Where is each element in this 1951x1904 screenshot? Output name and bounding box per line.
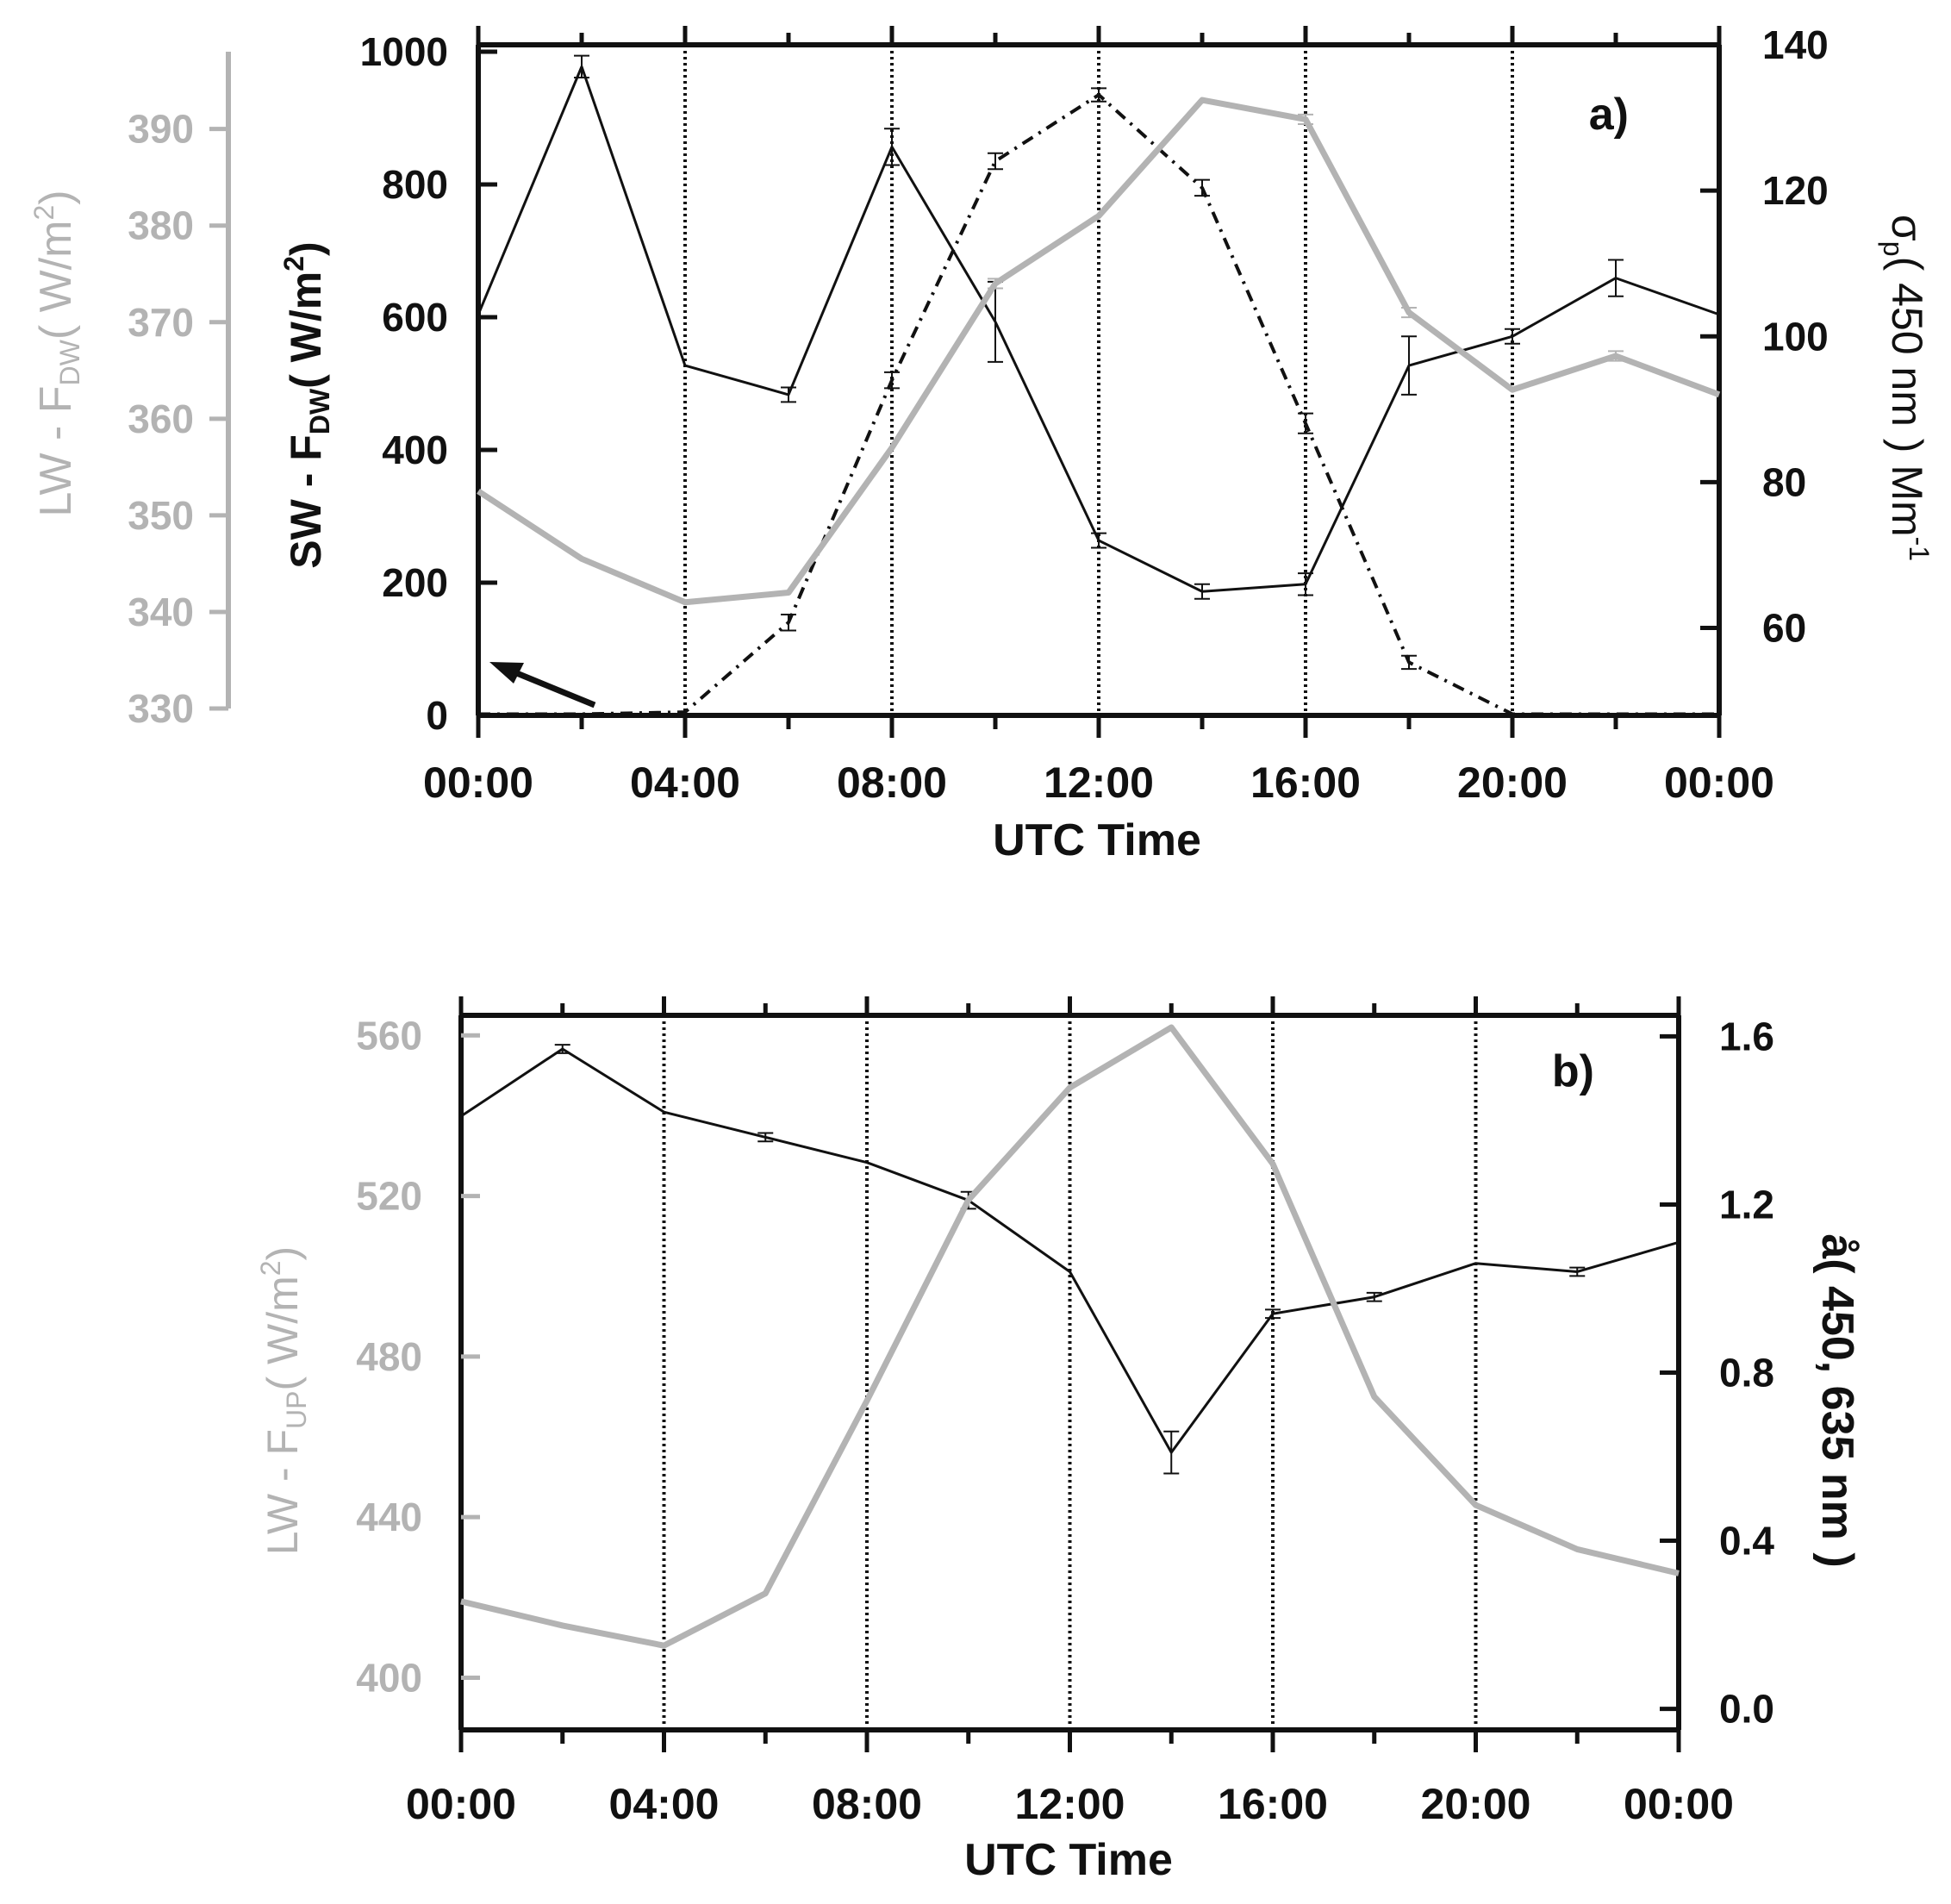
panel-a-lw-label-end: ) — [31, 190, 81, 204]
panel-a-lw-tick-label: 330 — [128, 686, 194, 731]
panel-b-series-angstrom-line — [460, 1047, 1680, 1454]
panel-a-lw-label-unit: ( W/m — [31, 221, 81, 340]
panel-b-x-tick-label: 04:00 — [609, 1780, 720, 1828]
panel-b-angstrom-axis-label: å( 450, 635 nm ) — [1812, 1233, 1862, 1567]
panel-b-lw-tick-label: 400 — [356, 1655, 422, 1700]
panel-a-sw-tick-label: 600 — [382, 295, 448, 340]
panel-a-sigma-label-main: σ — [1883, 215, 1931, 241]
panel-a-arrow-annotation — [489, 662, 596, 709]
panel-a-sigma-label-sup: -1 — [1904, 537, 1935, 561]
panel-a-x-tick-label: 16:00 — [1250, 758, 1361, 807]
panel-a-sigma-tick-label: 80 — [1762, 459, 1806, 504]
panel-a-sw-tick-label: 1000 — [360, 29, 448, 74]
panel-a-x-tick-label: 12:00 — [1044, 758, 1154, 807]
panel-b-lw-tick-label: 440 — [356, 1495, 422, 1539]
panel-a-plot: 00:00 04:00 08:00 12:00 16:00 20:00 00:00 0 200 4… — [128, 22, 1829, 807]
panel-a-x-tick-label: 08:00 — [837, 758, 947, 807]
panel-a-sigma-axis-label: σp( 450 nm ) Mm-1 — [1878, 215, 1935, 561]
panel-a-lw-axis-label: LW - FDW( W/m2) — [28, 190, 85, 516]
panel-a-x-tick-label: 04:00 — [630, 758, 740, 807]
panel-a-sigma-tick-label: 140 — [1762, 22, 1829, 67]
panel-a-series-sw-line — [478, 93, 1719, 716]
panel-a-lw-label-sub: DW — [54, 339, 85, 385]
panel-a-sw-label-unit: ( W/m — [282, 272, 330, 389]
panel-b-angstrom-tick-label: 0.4 — [1719, 1519, 1774, 1564]
panel-b-series-lw-line — [460, 1024, 1680, 1649]
panel-a-sw-tick-label: 400 — [382, 428, 448, 472]
panel-a-lw-tick-label: 390 — [128, 107, 194, 152]
panel-a-sigma-label-unit: ( 450 nm ) Mm — [1883, 257, 1931, 537]
panel-a-x-tick-label: 00:00 — [1664, 758, 1774, 807]
panel-a-sw-label-sub: DW — [304, 388, 335, 434]
panel-b-x-tick-label: 00:00 — [1624, 1780, 1734, 1828]
panel-b-lw-label-sub: UP — [281, 1391, 312, 1429]
chart-marks: 00:00 04:00 08:00 12:00 16:00 20:00 00:00 0 200 4… — [128, 22, 1829, 1828]
panel-a-lw-tick-label: 380 — [128, 203, 194, 248]
panel-a-sw-label-main: SW - F — [282, 434, 330, 569]
panel-b-x-tick-label: 16:00 — [1218, 1780, 1328, 1828]
panel-b: b) UTC Time LW - FUP( W/m2) å( 450, 635 … — [255, 1046, 1862, 1885]
panel-a-sw-tick-label: 0 — [426, 693, 448, 738]
panel-a-sigma-label-sub: p — [1878, 241, 1909, 257]
panel-a-label: a) — [1589, 90, 1629, 140]
panel-a-sw-tick-label: 200 — [382, 560, 448, 605]
panel-a-sw-axis-label: SW - FDW( W/m2) — [278, 241, 335, 568]
panel-b-xlabel: UTC Time — [964, 1835, 1173, 1885]
panel-b-lw-tick-label: 520 — [356, 1174, 422, 1219]
panel-a: a) UTC Time SW - FDW( W/m2) LW - FDW( W/… — [28, 90, 1935, 865]
panel-a-sw-label-end: ) — [282, 241, 330, 256]
panel-b-angstrom-tick-label: 1.6 — [1719, 1014, 1774, 1058]
panel-b-lw-label-end: ) — [259, 1246, 307, 1261]
panel-b-lw-label-sup: 2 — [255, 1260, 286, 1276]
panel-b-lw-label-main: LW - F — [259, 1429, 307, 1555]
panel-b-label: b) — [1552, 1046, 1594, 1096]
panel-b-x-tick-label: 00:00 — [406, 1780, 516, 1828]
panel-b-lw-axis-label: LW - FUP( W/m2) — [255, 1246, 312, 1555]
panel-b-x-tick-label: 12:00 — [1015, 1780, 1125, 1828]
panel-a-lw-label-main: LW - F — [31, 385, 81, 516]
panel-a-lw-tick-label: 340 — [128, 590, 194, 634]
panel-a-x-tick-label: 20:00 — [1457, 758, 1568, 807]
panel-b-angstrom-tick-label: 1.2 — [1719, 1182, 1774, 1227]
panel-a-lw-label-sup: 2 — [28, 205, 59, 221]
panel-b-lw-tick-label: 560 — [356, 1013, 422, 1058]
panel-a-sw-tick-label: 800 — [382, 162, 448, 207]
panel-b-plot: 00:00 04:00 08:00 12:00 16:00 20:00 00:00 400 44… — [356, 996, 1774, 1828]
panel-a-lw-tick-label: 360 — [128, 396, 194, 441]
panel-a-sigma-tick-label: 120 — [1762, 168, 1829, 213]
panel-a-sigma-tick-label: 60 — [1762, 606, 1806, 651]
panel-b-lw-tick-label: 480 — [356, 1334, 422, 1379]
panel-a-lw-tick-label: 350 — [128, 493, 194, 538]
panel-a-sigma-tick-label: 100 — [1762, 314, 1829, 359]
panel-a-x-tick-label: 00:00 — [423, 758, 533, 807]
panel-a-sw-label-sup: 2 — [278, 256, 309, 272]
panel-a-series-lw-line — [477, 97, 1721, 606]
panel-b-x-tick-label: 20:00 — [1421, 1780, 1531, 1828]
panel-b-angstrom-tick-label: 0.0 — [1719, 1687, 1774, 1732]
panel-a-lw-tick-label: 370 — [128, 300, 194, 345]
panel-a-xlabel: UTC Time — [993, 815, 1201, 865]
panel-b-x-tick-label: 08:00 — [812, 1780, 922, 1828]
panel-b-angstrom-tick-label: 0.8 — [1719, 1351, 1774, 1395]
panel-b-lw-label-unit: ( W/m — [259, 1276, 307, 1390]
